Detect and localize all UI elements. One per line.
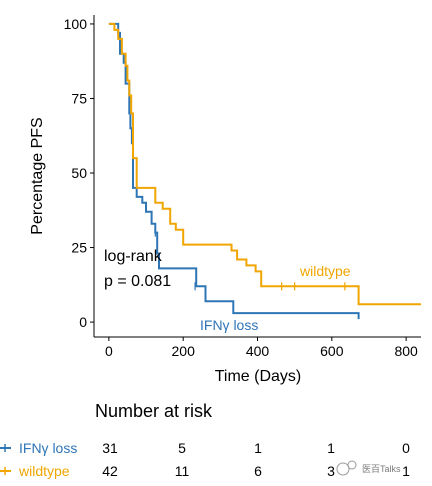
annotation-line-2: p = 0.081 (104, 273, 171, 290)
risk-value: 1 (254, 440, 262, 456)
risk-value: 3 (327, 463, 335, 479)
watermark: 医百Talks (336, 460, 401, 476)
x-tick-label: 0 (105, 343, 113, 359)
series-line-ifn-loss (108, 22, 360, 320)
y-tick-label: 50 (71, 165, 87, 181)
x-tick-label: 800 (394, 343, 418, 359)
risk-table-title: Number at risk (95, 401, 213, 421)
y-tick-label: 25 (71, 240, 87, 256)
annotation-line-1: log-rank (104, 248, 163, 265)
risk-row-name-wildtype: wildtype (18, 463, 70, 479)
chat-bubble-icon (336, 462, 350, 476)
series-label-ifng-loss: IFNγ loss (200, 317, 258, 333)
risk-value: 0 (402, 440, 410, 456)
chat-bubble-icon-2 (347, 460, 357, 470)
curves (108, 22, 421, 320)
series-label-wildtype: wildtype (299, 263, 351, 279)
risk-value: 31 (102, 440, 118, 456)
y-axis-title: Percentage PFS (29, 117, 46, 234)
x-tick-label: 200 (172, 343, 196, 359)
risk-value: 1 (402, 463, 410, 479)
y-tick-label: 0 (79, 314, 87, 330)
risk-row-name-ifn-loss: IFNγ loss (19, 440, 77, 456)
risk-value: 5 (178, 440, 186, 456)
watermark-text: 医百Talks (362, 464, 401, 474)
x-tick-label: 400 (246, 343, 270, 359)
risk-value: 1 (327, 440, 335, 456)
risk-value: 11 (175, 463, 190, 479)
x-tick-label: 600 (320, 343, 344, 359)
x-axis-title: Time (Days) (215, 368, 302, 385)
risk-value: 6 (254, 463, 262, 479)
y-tick-label: 75 (71, 90, 87, 106)
risk-value: 42 (102, 463, 118, 479)
y-tick-label: 100 (64, 16, 88, 32)
series-line-wildtype (108, 22, 421, 306)
axes: 0 25 50 75 100 0 200 400 600 800 (64, 15, 421, 359)
